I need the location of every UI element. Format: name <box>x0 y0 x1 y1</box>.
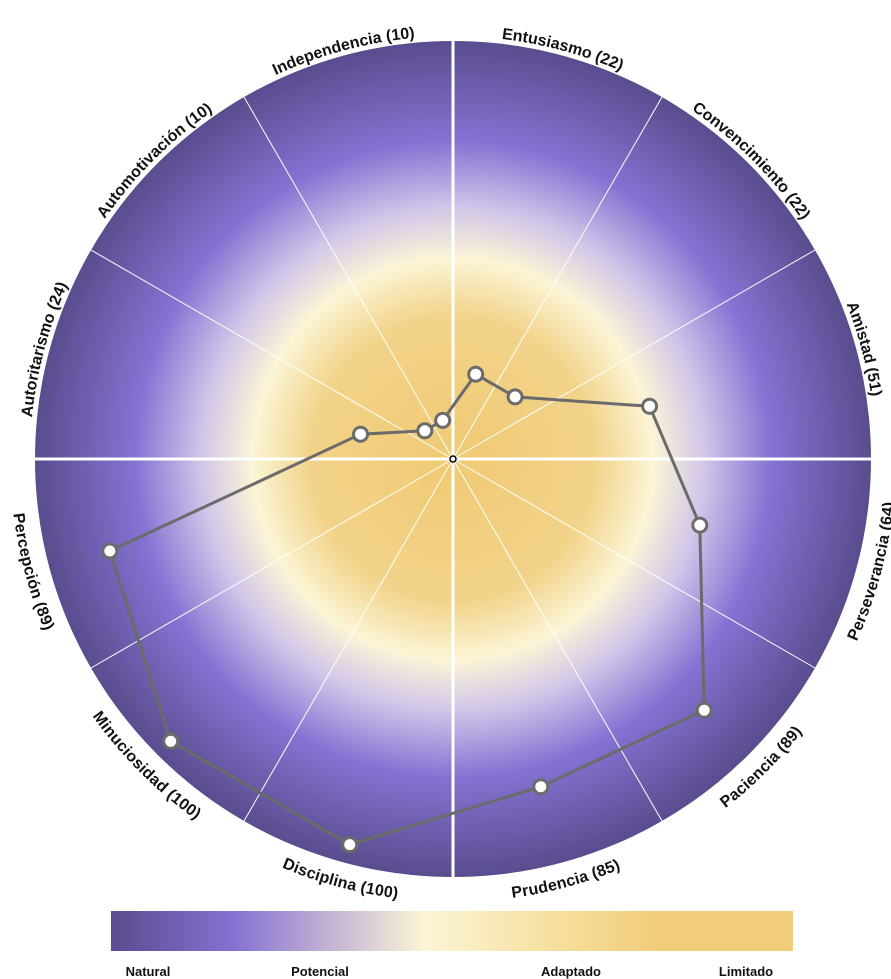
radar-spoke <box>90 249 454 460</box>
data-point <box>434 411 452 429</box>
legend-gradient-bar <box>111 911 793 951</box>
legend-label-adaptado: Adaptado <box>541 964 601 979</box>
data-point <box>641 397 659 415</box>
data-point <box>532 778 550 796</box>
radar-center-dot <box>449 455 457 463</box>
data-point <box>341 836 359 854</box>
legend-label-limitado: Limitado <box>718 964 774 979</box>
legend-label-natural: Natural <box>125 964 171 979</box>
data-point <box>352 425 369 443</box>
data-point <box>101 542 119 560</box>
data-point <box>467 365 485 383</box>
radar-spoke <box>452 96 663 460</box>
data-point <box>162 732 180 750</box>
radar-spoke <box>452 458 816 669</box>
radar-spoke <box>452 249 816 460</box>
radar-spoke <box>90 458 454 669</box>
radar-spoke <box>243 458 454 822</box>
data-point <box>695 701 713 719</box>
radar-spoke <box>243 96 454 460</box>
radar-chart: Entusiasmo (22)Convencimiento (22)Amista… <box>9 25 891 903</box>
data-point <box>416 422 434 440</box>
legend-label-potencial: Potencial <box>291 964 349 979</box>
data-point <box>506 388 524 406</box>
radar-spoke <box>452 458 663 822</box>
data-point <box>691 516 709 534</box>
